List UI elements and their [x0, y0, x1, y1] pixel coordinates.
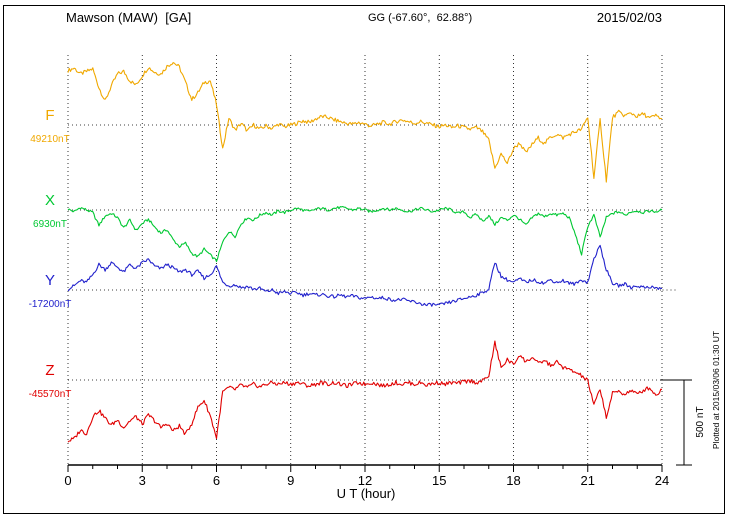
plotted-at-note: Plotted at 2015/03/06 01:30 UT [711, 331, 721, 449]
series-baseline-value-X: 6930nT [33, 219, 67, 230]
series-label-X: X [45, 192, 55, 209]
x-tick-label-3: 3 [139, 473, 146, 488]
x-axis-label: U T (hour) [336, 486, 396, 501]
x-tick-label-12: 12 [358, 473, 372, 488]
trace-Y [67, 244, 663, 307]
x-tick-label-18: 18 [506, 473, 520, 488]
trace-F [67, 62, 663, 183]
trace-X [67, 205, 663, 263]
series-label-F: F [45, 107, 54, 124]
station-title: Mawson (MAW) [GA] [66, 10, 192, 25]
series-label-Z: Z [45, 362, 54, 379]
series-baseline-value-Y: -17200nT [29, 299, 72, 310]
x-tick-label-9: 9 [287, 473, 294, 488]
scale-bar-label: 500 nT [695, 406, 706, 437]
series-baseline-value-F: 49210nT [30, 134, 69, 145]
plot-date: 2015/02/03 [596, 10, 662, 25]
trace-Z [67, 340, 663, 443]
series-label-Y: Y [45, 272, 55, 289]
axis-layer: 0 3 6 9 12 15 18 21 24 [64, 464, 669, 488]
x-tick-label-0: 0 [64, 473, 71, 488]
x-tick-label-21: 21 [581, 473, 595, 488]
label-layer: F 49210nT X 6930nT Y -17200nT Z -45570nT [29, 107, 692, 466]
trace-layer [67, 62, 663, 443]
series-baseline-value-Z: -45570nT [29, 389, 72, 400]
x-tick-label-6: 6 [213, 473, 220, 488]
geographic-coords: GG (-67.60°, 62.88°) [368, 12, 473, 24]
x-tick-label-15: 15 [432, 473, 446, 488]
baseline-layer [68, 124, 676, 381]
grid-layer [67, 55, 663, 465]
x-tick-label-24: 24 [655, 473, 669, 488]
